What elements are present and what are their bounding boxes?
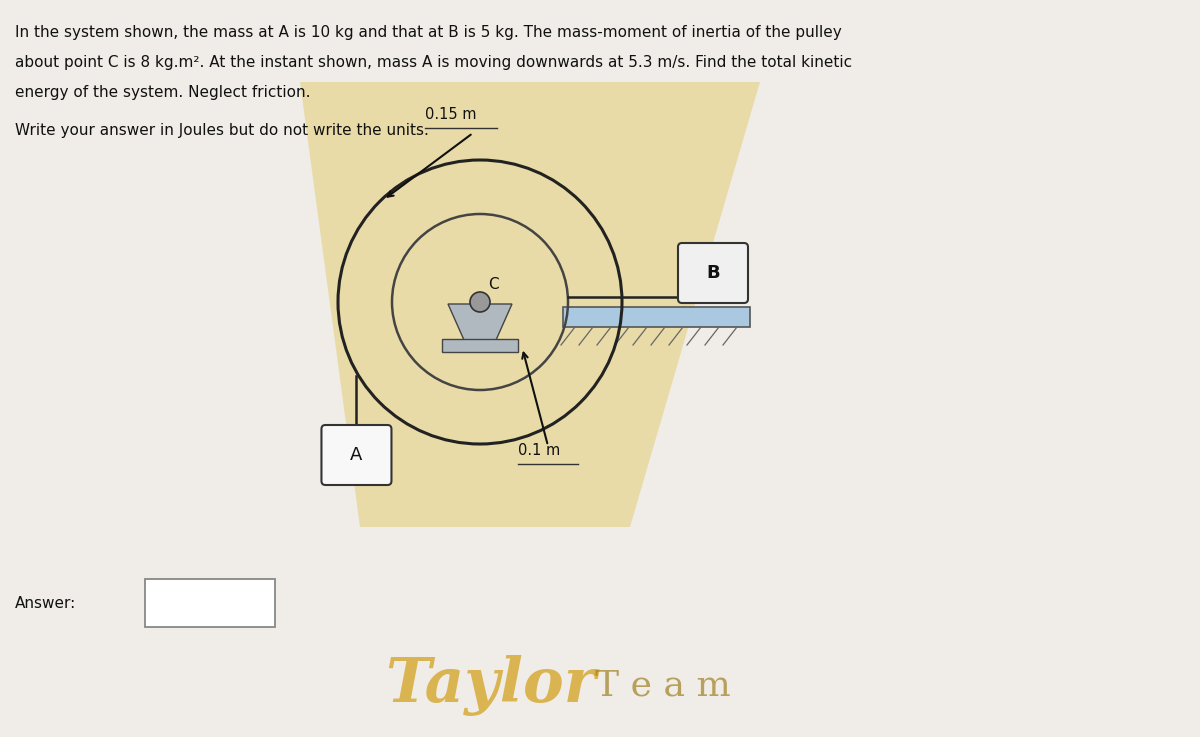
Circle shape	[470, 292, 490, 312]
FancyBboxPatch shape	[322, 425, 391, 485]
Text: A: A	[350, 446, 362, 464]
Bar	[145, 579, 275, 627]
Text: Answer:: Answer:	[14, 595, 77, 610]
Text: C: C	[488, 277, 499, 292]
Text: B: B	[706, 264, 720, 282]
Polygon shape	[300, 82, 760, 527]
Polygon shape	[448, 304, 512, 340]
Text: about point C is 8 kg.m². At the instant shown, mass A is moving downwards at 5.: about point C is 8 kg.m². At the instant…	[14, 55, 852, 70]
Text: 0.15 m: 0.15 m	[425, 107, 476, 122]
Text: T e a m: T e a m	[595, 668, 731, 702]
Text: 0.1 m: 0.1 m	[518, 443, 560, 458]
Text: Write your answer in Joules but do not write the units.: Write your answer in Joules but do not w…	[14, 123, 428, 138]
Text: Taylor: Taylor	[385, 654, 596, 716]
Text: energy of the system. Neglect friction.: energy of the system. Neglect friction.	[14, 85, 311, 100]
Bar	[442, 339, 518, 352]
FancyBboxPatch shape	[678, 243, 748, 303]
Bar	[563, 307, 750, 327]
Text: In the system shown, the mass at A is 10 kg and that at B is 5 kg. The mass-mome: In the system shown, the mass at A is 10…	[14, 25, 841, 40]
